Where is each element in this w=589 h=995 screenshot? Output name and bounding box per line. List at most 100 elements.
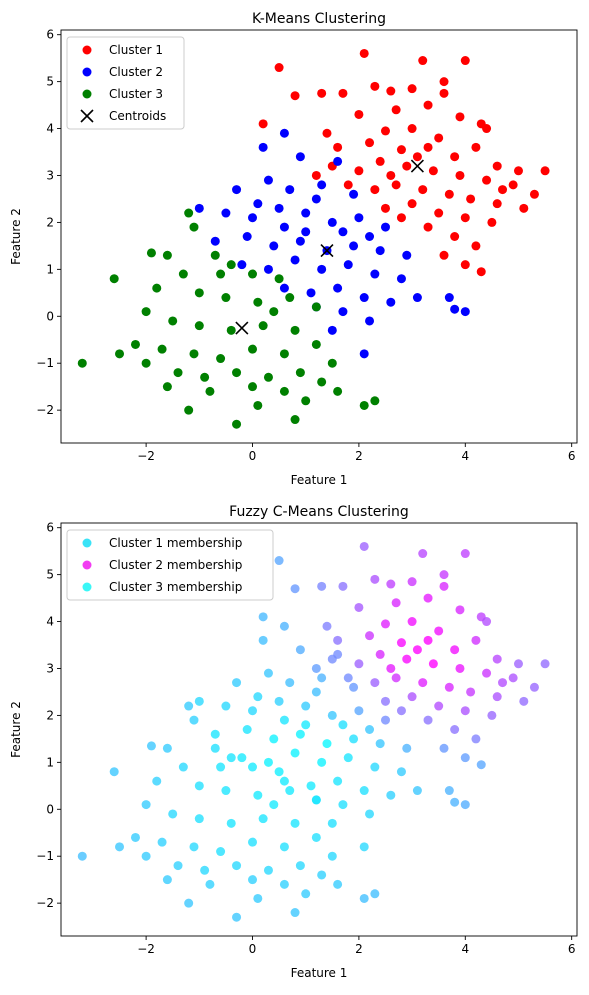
x-tick-label: 2	[355, 449, 363, 463]
data-point	[482, 668, 492, 678]
data-point	[295, 861, 305, 871]
data-point	[333, 386, 343, 396]
data-point	[141, 800, 151, 810]
data-point	[216, 354, 226, 364]
data-point	[519, 203, 529, 213]
data-point	[375, 246, 385, 256]
data-point	[444, 293, 454, 303]
legend-label: Cluster 1 membership	[109, 536, 242, 550]
data-point	[513, 166, 523, 176]
data-point	[258, 612, 268, 622]
data-point	[333, 649, 343, 659]
data-point	[354, 659, 364, 669]
data-point	[444, 682, 454, 692]
data-point	[274, 203, 284, 213]
y-tick-label: −2	[36, 403, 54, 417]
data-point	[354, 706, 364, 716]
data-point	[402, 654, 412, 664]
data-point	[168, 809, 178, 819]
data-point	[253, 400, 263, 410]
data-point	[221, 208, 231, 218]
data-point	[386, 297, 396, 307]
data-point	[423, 222, 433, 232]
data-point	[248, 837, 258, 847]
y-tick-label: 0	[46, 802, 54, 816]
data-point	[380, 715, 390, 725]
data-point	[311, 795, 321, 805]
centroid-marker	[410, 159, 424, 173]
data-point	[359, 400, 369, 410]
y-tick-label: 2	[46, 708, 54, 722]
data-point	[519, 696, 529, 706]
data-point	[189, 842, 199, 852]
data-point	[162, 875, 172, 885]
data-point	[279, 621, 289, 631]
data-point	[338, 800, 348, 810]
data-point	[402, 250, 412, 260]
data-point	[327, 851, 337, 861]
data-point	[450, 152, 460, 162]
data-point	[354, 166, 364, 176]
data-point	[178, 762, 188, 772]
x-axis-label: Feature 1	[291, 966, 348, 980]
y-tick-label: 6	[46, 521, 54, 535]
data-point	[274, 556, 284, 566]
data-point	[529, 682, 539, 692]
data-point	[460, 260, 470, 270]
data-point	[301, 396, 311, 406]
data-point	[242, 725, 252, 734]
data-point	[460, 549, 470, 559]
data-point	[380, 222, 390, 232]
data-point	[205, 879, 215, 889]
data-point	[141, 358, 151, 368]
data-point	[184, 405, 194, 415]
data-point	[258, 142, 268, 152]
data-point	[434, 208, 444, 218]
data-point	[269, 734, 279, 744]
data-point	[466, 687, 476, 697]
data-point	[370, 678, 380, 688]
data-point	[258, 119, 268, 129]
kmeans-plot: −2 0 2 4 6 −2 −1 0 1 2 3 4 5 6 K-Means Clustering Featu…	[9, 11, 578, 487]
data-point	[77, 851, 87, 861]
data-point	[460, 800, 470, 810]
axes-frame	[60, 29, 578, 444]
y-tick-label: 4	[46, 615, 54, 629]
data-point	[285, 786, 295, 796]
data-point	[189, 349, 199, 359]
data-point	[471, 142, 481, 152]
data-point	[290, 255, 300, 265]
data-point	[343, 180, 353, 190]
y-tick-label: −1	[36, 849, 54, 863]
data-point	[226, 260, 236, 270]
data-point	[194, 321, 204, 331]
legend-label: Cluster 1	[109, 43, 163, 57]
data-point	[338, 307, 348, 317]
data-point	[263, 668, 273, 678]
data-point	[263, 865, 273, 875]
data-point	[263, 175, 273, 185]
data-point	[450, 797, 460, 807]
data-point	[327, 818, 337, 828]
data-point	[290, 91, 300, 101]
data-point	[391, 673, 401, 683]
data-point	[248, 706, 258, 716]
axes-frame	[60, 522, 578, 937]
data-point	[210, 236, 220, 246]
data-point	[290, 908, 300, 918]
data-point	[189, 222, 199, 232]
data-point	[322, 128, 332, 138]
data-point	[338, 227, 348, 237]
data-point	[232, 861, 242, 871]
data-point	[221, 786, 231, 796]
data-point	[482, 175, 492, 185]
data-point	[428, 166, 438, 176]
data-point	[242, 232, 252, 241]
data-point	[423, 100, 433, 110]
data-point	[412, 152, 422, 162]
data-point	[274, 767, 284, 777]
data-point	[194, 814, 204, 824]
data-point	[168, 316, 178, 326]
data-point	[279, 386, 289, 396]
data-point	[460, 213, 470, 223]
